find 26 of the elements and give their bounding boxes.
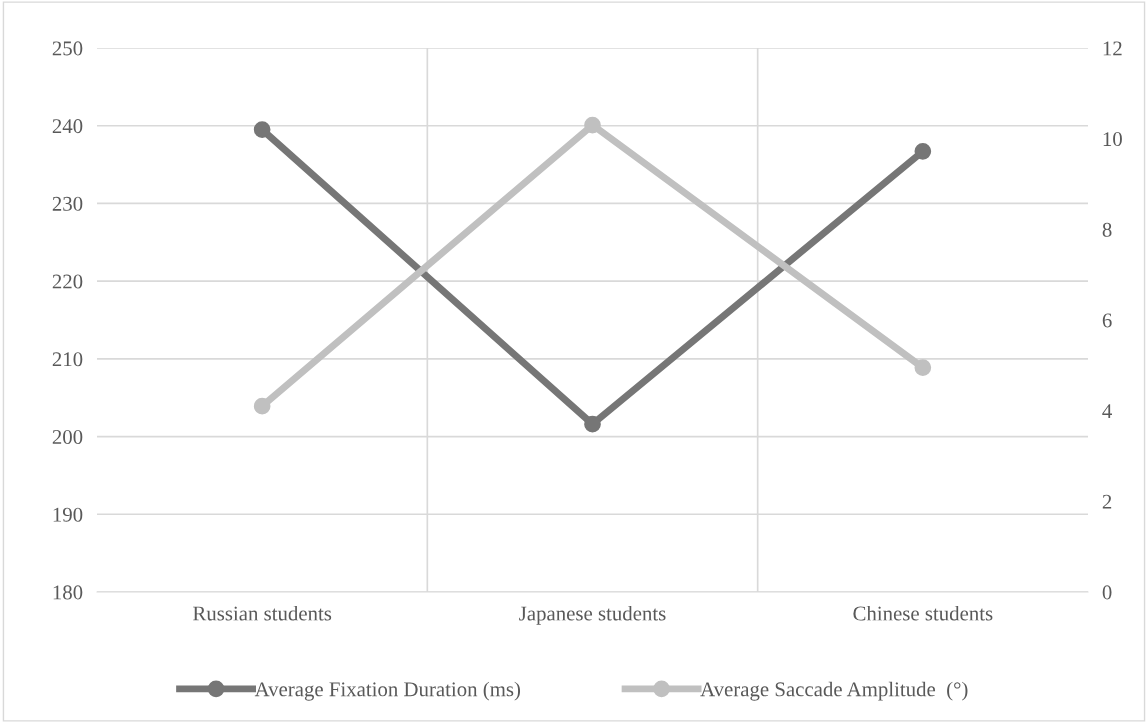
legend-label: Average Fixation Duration (ms) [254,681,521,701]
point [253,397,271,415]
y2-tick-label: 10 [1103,132,1122,147]
y-tick-label: 250 [52,41,83,56]
x-tick-label: Chinese students [853,605,993,621]
y2-tick-label: 4 [1102,404,1112,418]
y2-tick-label: 6 [1102,313,1112,328]
point [584,415,601,433]
y-tick-label: 190 [53,507,83,522]
legend-label: Average Saccade Amplitude (°) [700,681,968,701]
y2-tick-label: 2 [1102,494,1112,509]
point [914,359,932,376]
y2-tick-label: 12 [1103,41,1122,56]
point [253,121,271,138]
y-tick-label: 240 [52,119,83,134]
y-tick-label: 200 [52,429,83,444]
x-tick-label: Russian students [193,605,332,621]
y-tick-label: 210 [52,352,83,367]
y-tick-label: 230 [52,196,83,211]
point [914,143,932,160]
y2-tick-label: 0 [1102,585,1112,600]
y2-tick-label: 8 [1102,222,1112,237]
y-tick-label: 180 [53,585,83,600]
point [584,116,601,134]
x-tick-label: Japanese students [519,605,666,625]
y-tick-label: 220 [52,274,83,289]
